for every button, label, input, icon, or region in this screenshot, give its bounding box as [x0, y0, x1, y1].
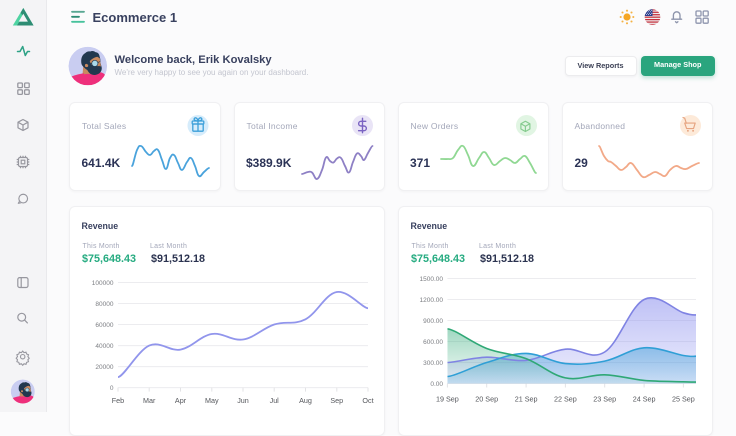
svg-text:Feb: Feb — [112, 396, 124, 405]
svg-text:80000: 80000 — [95, 301, 113, 308]
svg-text:600.00: 600.00 — [423, 339, 443, 346]
svg-text:Sep: Sep — [330, 396, 343, 405]
svg-text:Jul: Jul — [270, 396, 280, 405]
svg-text:1200.00: 1200.00 — [420, 297, 444, 304]
svg-text:24 Sep: 24 Sep — [633, 395, 656, 404]
svg-text:300.00: 300.00 — [423, 360, 443, 367]
svg-text:40000: 40000 — [95, 343, 113, 350]
svg-text:22 Sep: 22 Sep — [554, 395, 577, 404]
svg-text:25 Sep: 25 Sep — [672, 395, 695, 404]
svg-text:60000: 60000 — [95, 322, 113, 329]
svg-text:20000: 20000 — [95, 364, 113, 371]
svg-text:23 Sep: 23 Sep — [593, 395, 616, 404]
svg-text:Aug: Aug — [299, 396, 312, 405]
svg-text:900.00: 900.00 — [423, 318, 443, 325]
svg-text:May: May — [205, 396, 219, 405]
svg-text:1500.00: 1500.00 — [420, 276, 444, 283]
svg-text:0: 0 — [110, 385, 114, 392]
svg-text:20 Sep: 20 Sep — [475, 395, 498, 404]
svg-text:Mar: Mar — [143, 396, 156, 405]
svg-text:100000: 100000 — [92, 280, 114, 287]
svg-text:19 Sep: 19 Sep — [436, 395, 459, 404]
svg-text:Apr: Apr — [175, 396, 187, 405]
svg-text:Jun: Jun — [237, 396, 249, 405]
svg-text:Oct: Oct — [362, 396, 373, 405]
svg-text:0.00: 0.00 — [430, 381, 443, 388]
svg-text:21 Sep: 21 Sep — [515, 395, 538, 404]
